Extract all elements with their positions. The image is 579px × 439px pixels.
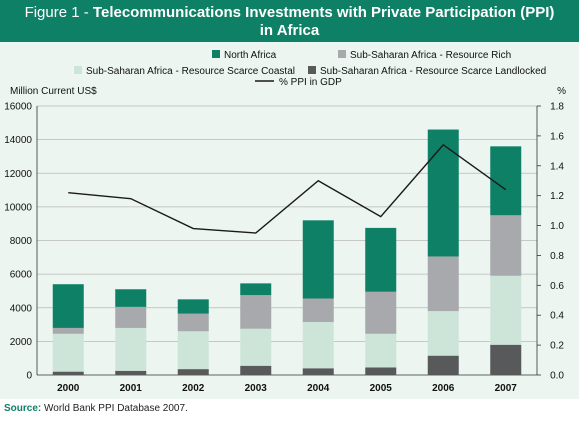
y2-tick-label: 0.6 [550, 281, 564, 292]
legend-swatch [338, 50, 346, 58]
bar-segment [52, 327, 84, 334]
y-tick-label: 10000 [4, 202, 32, 213]
bar-segment [302, 368, 334, 375]
bar-segment [177, 299, 209, 314]
bar-segment [240, 328, 272, 366]
bar-segment [427, 311, 459, 356]
legend-label: North Africa [224, 50, 277, 61]
bar-segment [427, 129, 459, 257]
y-tick-label: 4000 [10, 303, 33, 314]
bar-segment [115, 306, 147, 328]
bar-segment [177, 313, 209, 332]
x-tick-label: 2001 [120, 383, 143, 394]
bar-segment [365, 367, 397, 375]
y2-tick-label: 0.0 [550, 371, 564, 382]
bar-segment [302, 322, 334, 369]
legend-label: Sub-Saharan Africa - Resource Rich [350, 50, 511, 61]
chart-panel: North Africa Sub-Saharan Africa - Resourc… [0, 42, 579, 399]
bar-segment [302, 220, 334, 299]
bar-segment [52, 284, 84, 328]
bar-segment [365, 227, 397, 292]
x-tick-label: 2007 [495, 383, 518, 394]
y2-tick-label: 1.6 [550, 131, 564, 142]
y2-tick-label: 1.0 [550, 221, 564, 232]
bar-segment [115, 327, 147, 371]
source-note: Source: World Bank PPI Database 2007. [4, 403, 188, 414]
chart-svg: North Africa Sub-Saharan Africa - Resourc… [4, 50, 566, 394]
x-tick-label: 2006 [432, 383, 455, 394]
x-tick-label: 2000 [57, 383, 80, 394]
x-tick-label: 2004 [307, 383, 330, 394]
bar-segment [177, 331, 209, 370]
bar-segment [427, 355, 459, 375]
bar-segment [240, 283, 272, 296]
y-tick-label: 6000 [10, 270, 33, 281]
y-tick-label: 2000 [10, 337, 33, 348]
y-axis-title: Million Current US$ [10, 86, 97, 97]
bar-segment [240, 365, 272, 375]
y-tick-label: 12000 [4, 169, 32, 180]
bar-segment [365, 291, 397, 334]
bar-segment [427, 256, 459, 312]
x-tick-label: 2005 [370, 383, 393, 394]
title-prefix: Figure 1 - [24, 4, 93, 21]
bar-segment [177, 369, 209, 375]
bar-segment [240, 295, 272, 329]
ppi-line [68, 143, 507, 234]
y2-tick-label: 1.2 [550, 191, 564, 202]
y2-tick-label: 0.4 [550, 311, 564, 322]
legend-swatch [308, 66, 316, 74]
y-tick-label: 16000 [4, 102, 32, 113]
y2-tick-label: 1.4 [550, 161, 564, 172]
y2-tick-label: 0.8 [550, 251, 564, 262]
y-tick-label: 0 [26, 371, 32, 382]
bar-segment [115, 289, 147, 307]
bar-segment [52, 371, 84, 375]
bar-segment [490, 146, 522, 216]
y2-tick-label: 1.8 [550, 102, 564, 113]
x-tick-label: 2003 [245, 383, 268, 394]
legend-label: Sub-Saharan Africa - Resource Scarce Lan… [320, 66, 546, 77]
bar-segment [365, 333, 397, 368]
source-text: World Bank PPI Database 2007. [44, 403, 188, 414]
bar-segment [490, 215, 522, 276]
bar-segment [52, 333, 84, 372]
chart-title: Figure 1 - Telecommunications Investment… [0, 0, 579, 42]
y2-axis-title: % [557, 86, 566, 97]
legend-swatch [212, 50, 220, 58]
bar-segment [490, 275, 522, 345]
y-tick-label: 8000 [10, 236, 33, 247]
x-tick-label: 2002 [182, 383, 205, 394]
bar-segment [490, 344, 522, 375]
title-main-line1: Telecommunications Investments with Priv… [92, 4, 555, 21]
bar-segment [115, 370, 147, 375]
legend-swatch [74, 66, 82, 74]
title-main-line2: in Africa [259, 22, 320, 39]
y2-tick-label: 0.2 [550, 341, 564, 352]
legend-label: Sub-Saharan Africa - Resource Scarce Coa… [86, 66, 295, 77]
y-tick-label: 14000 [4, 135, 32, 146]
source-label: Source: [4, 403, 42, 414]
legend-label-ppi: % PPI in GDP [279, 77, 342, 88]
bar-segment [302, 298, 334, 323]
